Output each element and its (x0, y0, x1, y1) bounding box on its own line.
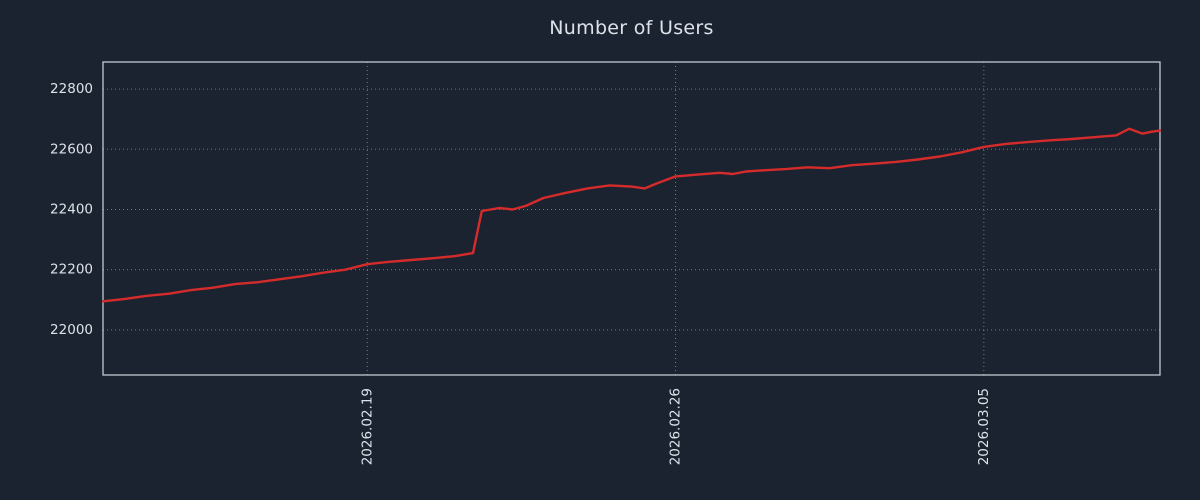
y-tick-label: 22200 (50, 262, 93, 278)
y-tick-label: 22600 (50, 141, 93, 157)
x-tick-label: 2026.03.05 (976, 388, 992, 465)
chart-title: Number of Users (549, 17, 714, 39)
x-tick-label: 2026.02.19 (359, 388, 375, 465)
y-tick-label: 22000 (50, 322, 93, 338)
y-tick-label: 22800 (50, 81, 93, 97)
plot-frame (102, 61, 1161, 376)
x-tick-label: 2026.02.26 (668, 388, 684, 465)
users-line-series (101, 127, 1162, 303)
y-tick-label: 22400 (50, 201, 93, 217)
